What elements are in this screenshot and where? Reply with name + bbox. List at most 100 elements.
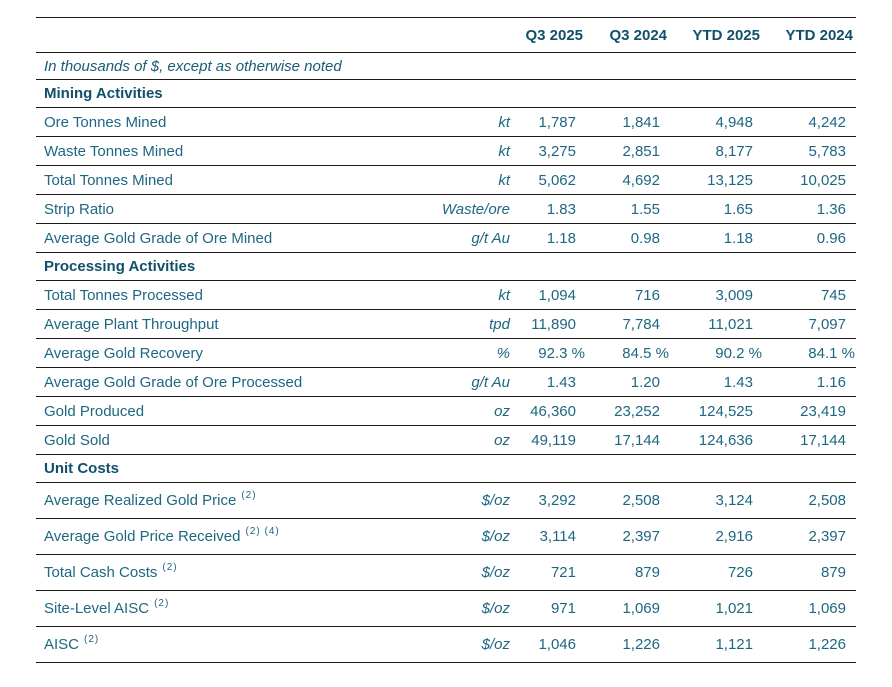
value-cell: 5,062 <box>514 165 586 195</box>
row-label: Average Realized Gold Price (2) <box>36 482 396 519</box>
value-cell: 124,636 <box>670 425 763 455</box>
value-cell: 2,851 <box>586 136 670 166</box>
row-label: Average Gold Recovery <box>36 338 396 368</box>
row-label: Ore Tonnes Mined <box>36 107 396 137</box>
row-footnote-reference: (2) <box>162 562 178 573</box>
row-label: Gold Sold <box>36 425 396 455</box>
table-row: Gold Produced oz 46,360 23,252 124,525 23,419 <box>36 396 856 426</box>
table-row: AISC (2) $/oz 1,046 1,226 1,121 1,226 <box>36 626 856 663</box>
value-cell: 23,252 <box>586 396 670 426</box>
row-label: Average Gold Grade of Ore Mined <box>36 223 396 253</box>
value-cell: 2,397 <box>763 518 856 555</box>
value-cell: 84.5 % <box>586 338 670 368</box>
units-note-row: In thousands of $, except as otherwise n… <box>36 52 856 80</box>
unit-cell: $/oz <box>396 482 514 519</box>
value-cell: 46,360 <box>514 396 586 426</box>
value-cell: 17,144 <box>763 425 856 455</box>
value-cell: 1.43 <box>670 367 763 397</box>
value-cell: 1.18 <box>670 223 763 253</box>
value-cell: 5,783 <box>763 136 856 166</box>
value-cell: 2,508 <box>763 482 856 519</box>
value-cell: 124,525 <box>670 396 763 426</box>
unit-cell: kt <box>396 165 514 195</box>
value-cell: 1.36 <box>763 194 856 224</box>
unit-cell: % <box>396 338 514 368</box>
value-cell: 90.2 % <box>670 338 763 368</box>
value-cell: 7,784 <box>586 309 670 339</box>
value-cell: 745 <box>763 280 856 310</box>
value-cell: 4,242 <box>763 107 856 137</box>
value-cell: 1.20 <box>586 367 670 397</box>
value-cell: 1,121 <box>670 626 763 663</box>
unit-cell: $/oz <box>396 590 514 627</box>
unit-cell: Waste/ore <box>396 194 514 224</box>
value-cell: 3,114 <box>514 518 586 555</box>
units-note: In thousands of $, except as otherwise n… <box>36 52 856 80</box>
value-cell: 716 <box>586 280 670 310</box>
row-footnote-reference: (2) <box>84 634 100 645</box>
value-cell: 0.96 <box>763 223 856 253</box>
value-cell: 4,692 <box>586 165 670 195</box>
value-cell: 1,226 <box>763 626 856 663</box>
column-header-ytd-2025: YTD 2025 <box>670 17 763 53</box>
value-cell: 1,046 <box>514 626 586 663</box>
row-label: Gold Produced <box>36 396 396 426</box>
table-row: Site-Level AISC (2) $/oz 971 1,069 1,021 1,069 <box>36 590 856 627</box>
value-cell: 1.55 <box>586 194 670 224</box>
value-cell: 721 <box>514 554 586 591</box>
unit-cell: g/t Au <box>396 367 514 397</box>
unit-cell: kt <box>396 107 514 137</box>
value-cell: 1,094 <box>514 280 586 310</box>
column-header-ytd-2024: YTD 2024 <box>763 17 856 53</box>
section-title: Processing Activities <box>36 252 856 281</box>
unit-cell: tpd <box>396 309 514 339</box>
value-cell: 1.43 <box>514 367 586 397</box>
row-footnote-reference: (2) <box>241 490 257 501</box>
value-cell: 879 <box>586 554 670 591</box>
table-row: Total Cash Costs (2) $/oz 721 879 726 879 <box>36 554 856 591</box>
table-row: Total Tonnes Mined kt 5,062 4,692 13,125 10,0… <box>36 165 856 195</box>
section-header-row: Mining Activities <box>36 79 856 108</box>
section-header-row: Unit Costs <box>36 454 856 483</box>
table-row: Total Tonnes Processed kt 1,094 716 3,009 745 <box>36 280 856 310</box>
value-cell: 49,119 <box>514 425 586 455</box>
empty-unit-header-cell <box>396 17 514 53</box>
unit-cell: kt <box>396 136 514 166</box>
value-cell: 4,948 <box>670 107 763 137</box>
unit-cell: kt <box>396 280 514 310</box>
value-cell: 1,069 <box>763 590 856 627</box>
value-cell: 92.3 % <box>514 338 586 368</box>
unit-cell: $/oz <box>396 518 514 555</box>
value-cell: 1.16 <box>763 367 856 397</box>
value-cell: 0.98 <box>586 223 670 253</box>
value-cell: 971 <box>514 590 586 627</box>
unit-cell: $/oz <box>396 626 514 663</box>
value-cell: 3,124 <box>670 482 763 519</box>
value-cell: 10,025 <box>763 165 856 195</box>
value-cell: 1,226 <box>586 626 670 663</box>
column-header-q3-2024: Q3 2024 <box>586 17 670 53</box>
column-header-q3-2025: Q3 2025 <box>514 17 586 53</box>
value-cell: 3,275 <box>514 136 586 166</box>
section-title: Unit Costs <box>36 454 856 483</box>
row-label: Total Cash Costs (2) <box>36 554 396 591</box>
value-cell: 2,397 <box>586 518 670 555</box>
value-cell: 1,841 <box>586 107 670 137</box>
value-cell: 17,144 <box>586 425 670 455</box>
table-row: Average Plant Throughput tpd 11,890 7,784 11… <box>36 309 856 339</box>
value-cell: 3,009 <box>670 280 763 310</box>
unit-cell: g/t Au <box>396 223 514 253</box>
table-row: Strip Ratio Waste/ore 1.83 1.55 1.65 1.36 <box>36 194 856 224</box>
value-cell: 1.65 <box>670 194 763 224</box>
value-cell: 11,021 <box>670 309 763 339</box>
value-cell: 879 <box>763 554 856 591</box>
empty-header-cell <box>36 17 396 53</box>
unit-cell: oz <box>396 425 514 455</box>
row-footnote-reference: (2) <box>154 598 170 609</box>
table-row: Average Gold Recovery% 92.3 % 84.5 % 90.2 %… <box>36 338 856 368</box>
value-cell: 13,125 <box>670 165 763 195</box>
row-label: Waste Tonnes Mined <box>36 136 396 166</box>
value-cell: 1.83 <box>514 194 586 224</box>
value-cell: 84.1 % <box>763 338 856 368</box>
